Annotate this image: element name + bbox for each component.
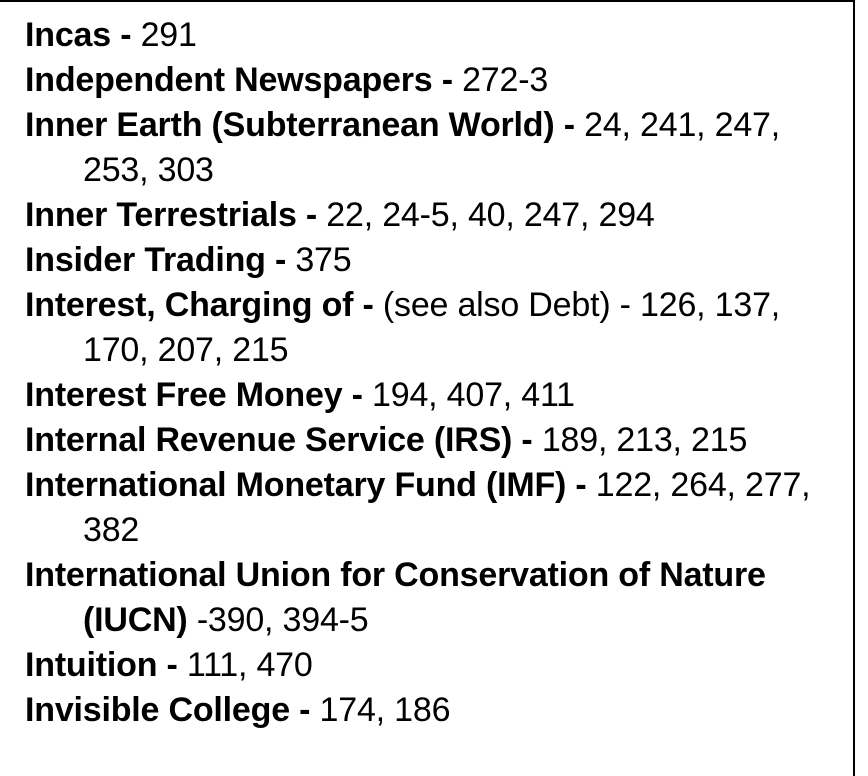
index-entry: Interest, Charging of - (see also Debt) … — [25, 283, 845, 373]
page-references: 272-3 — [462, 61, 549, 99]
index-entry: International Union for Conservation of … — [25, 553, 845, 643]
index-entry: Interest Free Money - 194, 407, 411 — [25, 373, 845, 418]
index-entry: Invisible College - 174, 186 — [25, 688, 845, 733]
page-references: 111, 470 — [186, 646, 313, 684]
index-term: Interest Free Money - — [25, 376, 363, 414]
page-references: 291 — [140, 16, 197, 54]
page-references: 375 — [295, 241, 352, 279]
index-entry: Intuition - 111, 470 — [25, 643, 845, 688]
page-references: 174, 186 — [319, 691, 451, 729]
page-references: 122, 264, 277, 382 — [83, 466, 811, 549]
page-references: 189, 213, 215 — [541, 421, 748, 459]
index-term: Internal Revenue Service (IRS) - — [25, 421, 533, 459]
index-list: Incas - 291 Independent Newspapers - 272… — [25, 13, 845, 733]
index-entry: Inner Earth (Subterranean World) - 24, 2… — [25, 103, 845, 193]
index-term: Incas - — [25, 16, 132, 54]
index-entry: Internal Revenue Service (IRS) - 189, 21… — [25, 418, 845, 463]
index-term: Inner Earth (Subterranean World) - — [25, 106, 575, 144]
index-term: Insider Trading - — [25, 241, 287, 279]
page-references: -390, 394-5 — [196, 601, 369, 639]
index-term: Inner Terrestrials - — [25, 196, 318, 234]
index-term: Invisible College - — [25, 691, 311, 729]
page-references: 22, 24-5, 40, 247, 294 — [326, 196, 655, 234]
index-entry: Independent Newspapers - 272-3 — [25, 58, 845, 103]
page-references: 24, 241, 247, 253, 303 — [83, 106, 781, 189]
index-entry: Inner Terrestrials - 22, 24-5, 40, 247, … — [25, 193, 845, 238]
index-term: International Union for Conservation of … — [25, 556, 766, 639]
index-term: Interest, Charging of - — [25, 286, 374, 324]
index-term: Intuition - — [25, 646, 178, 684]
page-references: 194, 407, 411 — [372, 376, 575, 414]
index-entry: Incas - 291 — [25, 13, 845, 58]
index-term: International Monetary Fund (IMF) - — [25, 466, 587, 504]
index-entry: Insider Trading - 375 — [25, 238, 845, 283]
page-references: (see also Debt) - 126, 137, 170, 207, 21… — [83, 286, 781, 369]
index-term: Independent Newspapers - — [25, 61, 453, 99]
index-entry: International Monetary Fund (IMF) - 122,… — [25, 463, 845, 553]
